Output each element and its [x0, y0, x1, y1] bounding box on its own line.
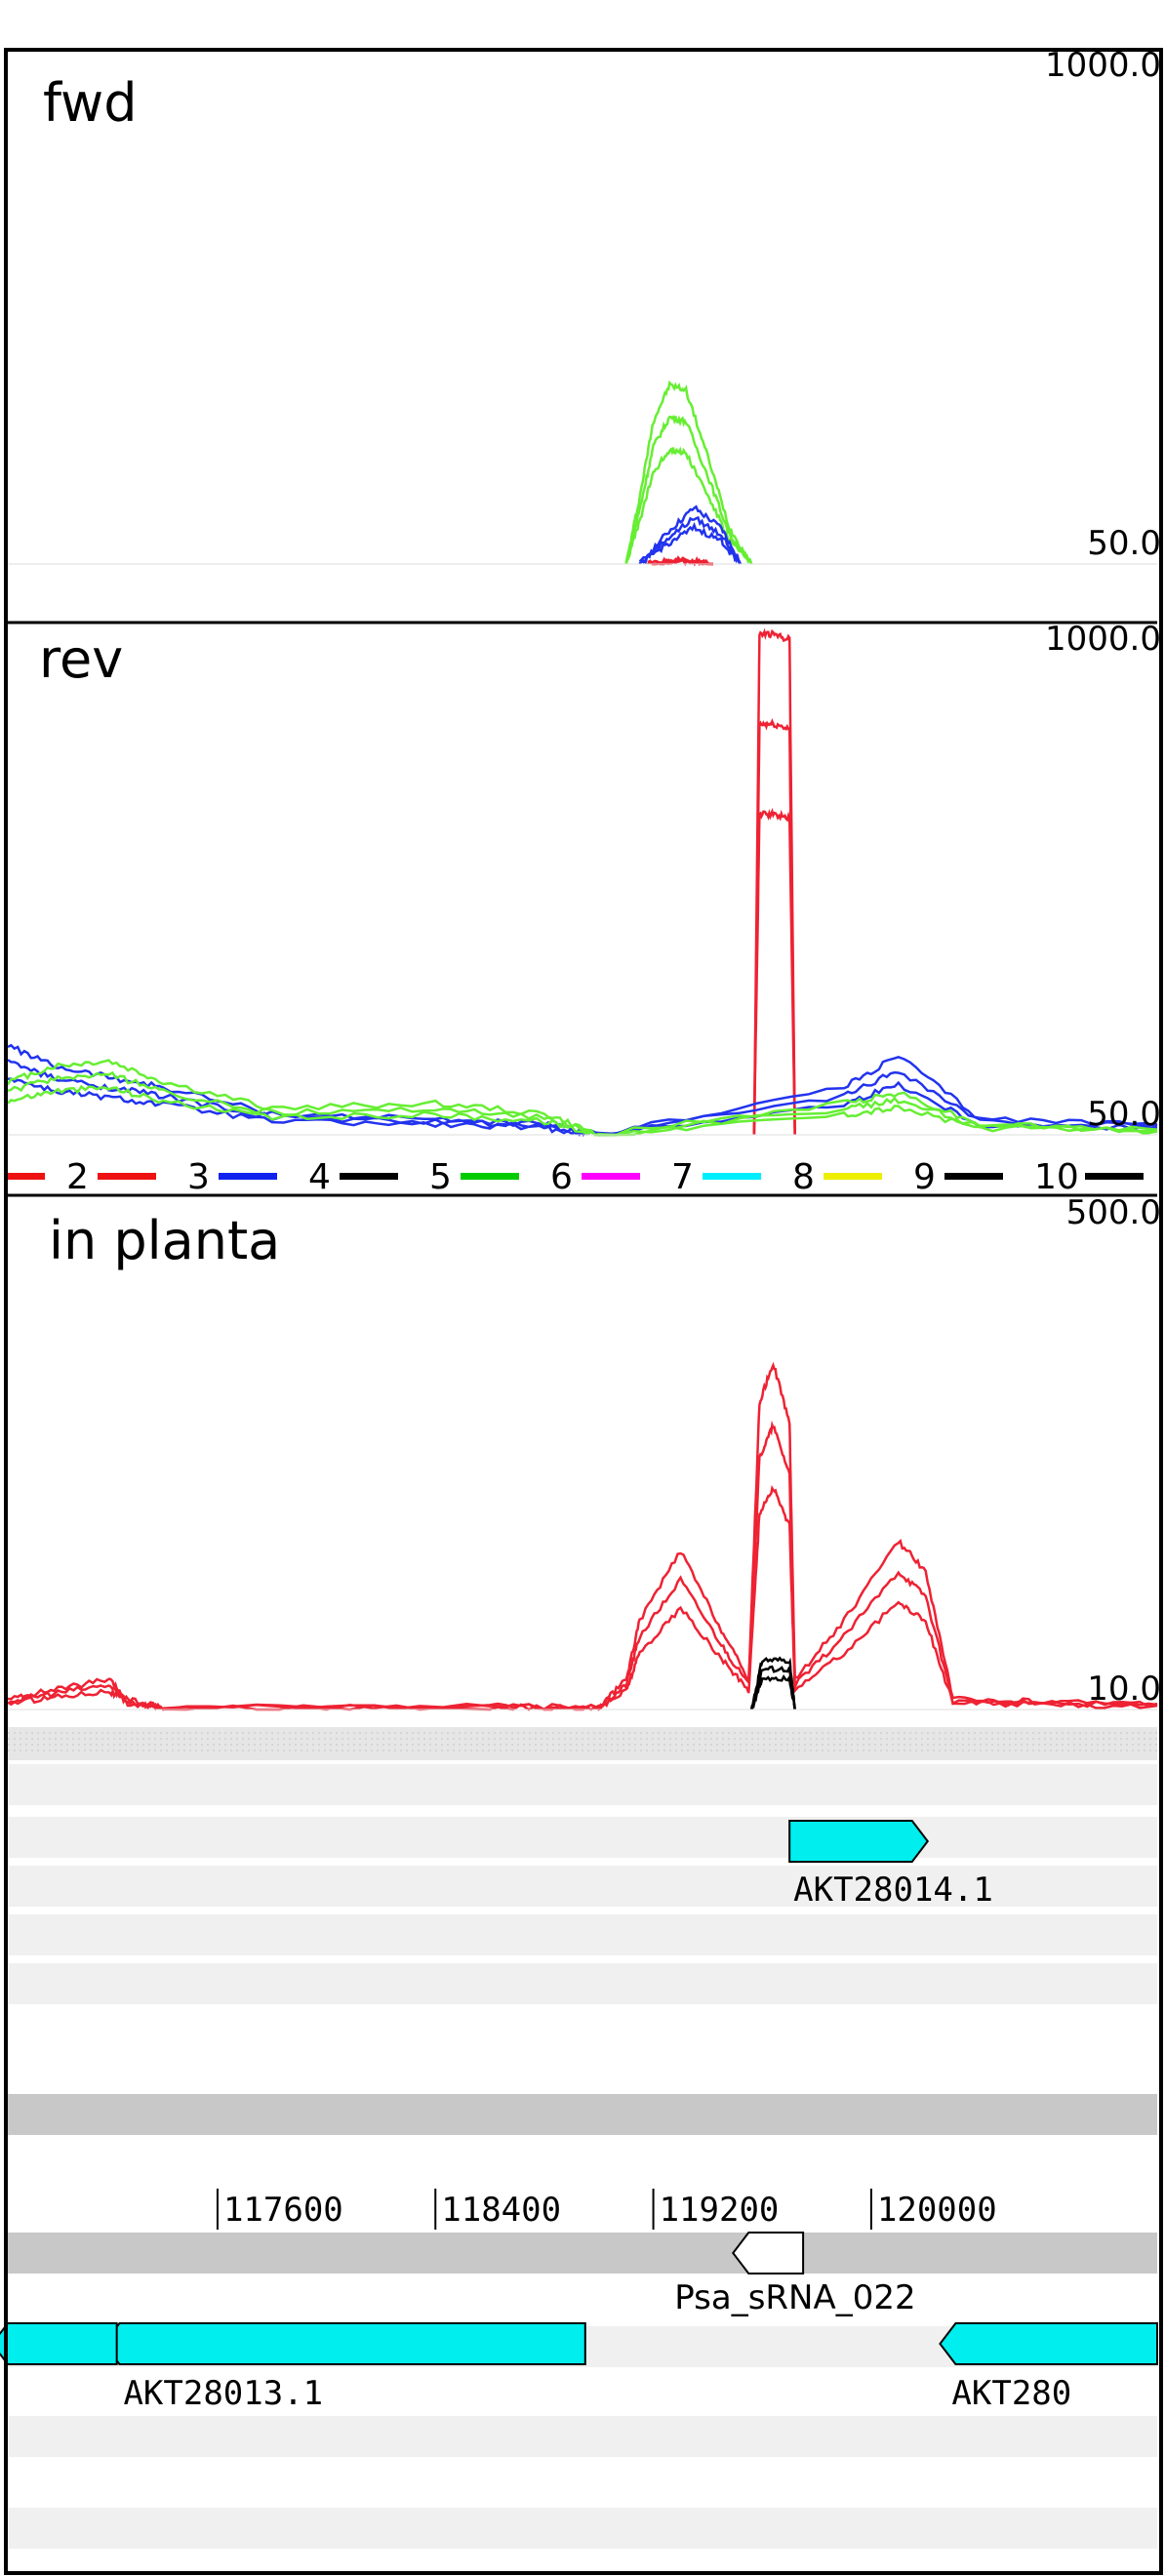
- legend-label: 6: [550, 1157, 573, 1197]
- y-max-label: 1000.0: [1045, 620, 1161, 659]
- series-line: [647, 558, 713, 567]
- series-line: [638, 515, 742, 565]
- series-line: [7, 1420, 1158, 1711]
- track-row: [8, 1764, 1157, 1805]
- series-line: [624, 380, 753, 565]
- feature-label: AKT280: [951, 2374, 1071, 2413]
- legend-label: 5: [429, 1157, 452, 1197]
- gene-feature: [788, 1820, 930, 1863]
- series-line: [7, 1077, 1158, 1137]
- legend-label: 10: [1034, 1157, 1079, 1197]
- panel-rev: rev 1000.0 50.0: [6, 620, 1161, 1137]
- legend-swatch: [1085, 1173, 1144, 1180]
- track-row: [8, 2094, 1157, 2135]
- y-min-label: 50.0: [1087, 1095, 1161, 1134]
- series-line: [752, 627, 796, 1136]
- legend-swatch-1: [8, 1173, 45, 1180]
- ruler-tick-label: 118400: [441, 2191, 561, 2230]
- legend-swatch: [582, 1173, 640, 1180]
- series-line: [752, 807, 796, 1136]
- series-line: [7, 1084, 1158, 1137]
- series-line: [7, 1484, 1158, 1711]
- track-row: [8, 2233, 1157, 2274]
- annotation-tracks: 117600 118400 119200 120000 AKT28014.1 Psa_sR…: [0, 1727, 1158, 2549]
- ruler-tick-label: 120000: [877, 2191, 997, 2230]
- track-row: [8, 2508, 1157, 2549]
- track-row: [8, 1914, 1157, 1955]
- coverage-panels: fwd 1000.0 50.0 rev 1000.0 50.0 in planta 500.0…: [6, 46, 1161, 1711]
- panel-in_planta: in planta 500.0 10.0: [7, 1193, 1161, 1711]
- legend-swatch: [944, 1173, 1003, 1180]
- panel-title: in planta: [49, 1210, 280, 1271]
- frame-border: [4, 48, 1163, 2575]
- legend-swatch: [219, 1173, 277, 1180]
- feature-label: AKT28014.1: [793, 1871, 993, 1910]
- legend-label: 4: [308, 1157, 331, 1197]
- series-line: [752, 718, 796, 1136]
- legend-label: 9: [913, 1157, 936, 1197]
- legend: 2 3 4 5 6 7 8 9 10: [8, 1157, 1144, 1197]
- series-line: [624, 446, 753, 565]
- series-line: [624, 414, 753, 565]
- legend-label: 3: [187, 1157, 210, 1197]
- track-row: [8, 1817, 1157, 1858]
- legend-label: 7: [671, 1157, 694, 1197]
- legend-swatch: [461, 1173, 519, 1180]
- legend-label: 8: [792, 1157, 815, 1197]
- panel-title: fwd: [43, 72, 138, 134]
- feature-label: Psa_sRNA_022: [674, 2278, 915, 2317]
- background-layer: [8, 621, 1157, 1197]
- ruler-tick-label: 117600: [223, 2191, 343, 2230]
- series-line: [750, 1673, 796, 1711]
- gene-feature: [0, 2322, 118, 2365]
- track-row: [8, 2416, 1157, 2457]
- series-line: [7, 1043, 1158, 1137]
- series-line: [6, 1059, 1158, 1137]
- panel-fwd: fwd 1000.0 50.0: [8, 46, 1161, 567]
- panel-title: rev: [39, 628, 123, 690]
- feature-label: AKT28013.1: [123, 2374, 323, 2413]
- series-line: [639, 521, 742, 565]
- y-min-label: 10.0: [1087, 1670, 1161, 1709]
- gene-feature: [732, 2232, 805, 2274]
- ruler-tick-label: 119200: [660, 2191, 780, 2230]
- series-line: [7, 1070, 1158, 1137]
- legend-label: 2: [66, 1157, 89, 1197]
- gene-feature: [102, 2322, 586, 2365]
- series-line: [7, 1361, 1158, 1711]
- gene-feature: [939, 2322, 1158, 2365]
- y-max-label: 1000.0: [1045, 46, 1161, 85]
- y-max-label: 500.0: [1066, 1193, 1161, 1232]
- legend-swatch: [703, 1173, 761, 1180]
- outer-border: [4, 48, 1163, 2575]
- track-row: [8, 1866, 1157, 1907]
- legend-swatch: [98, 1173, 156, 1180]
- y-min-label: 50.0: [1087, 524, 1161, 563]
- legend-swatch: [340, 1173, 398, 1180]
- legend-swatch: [824, 1173, 882, 1180]
- track-separator-band: [8, 1727, 1157, 1760]
- track-row: [8, 1963, 1157, 2004]
